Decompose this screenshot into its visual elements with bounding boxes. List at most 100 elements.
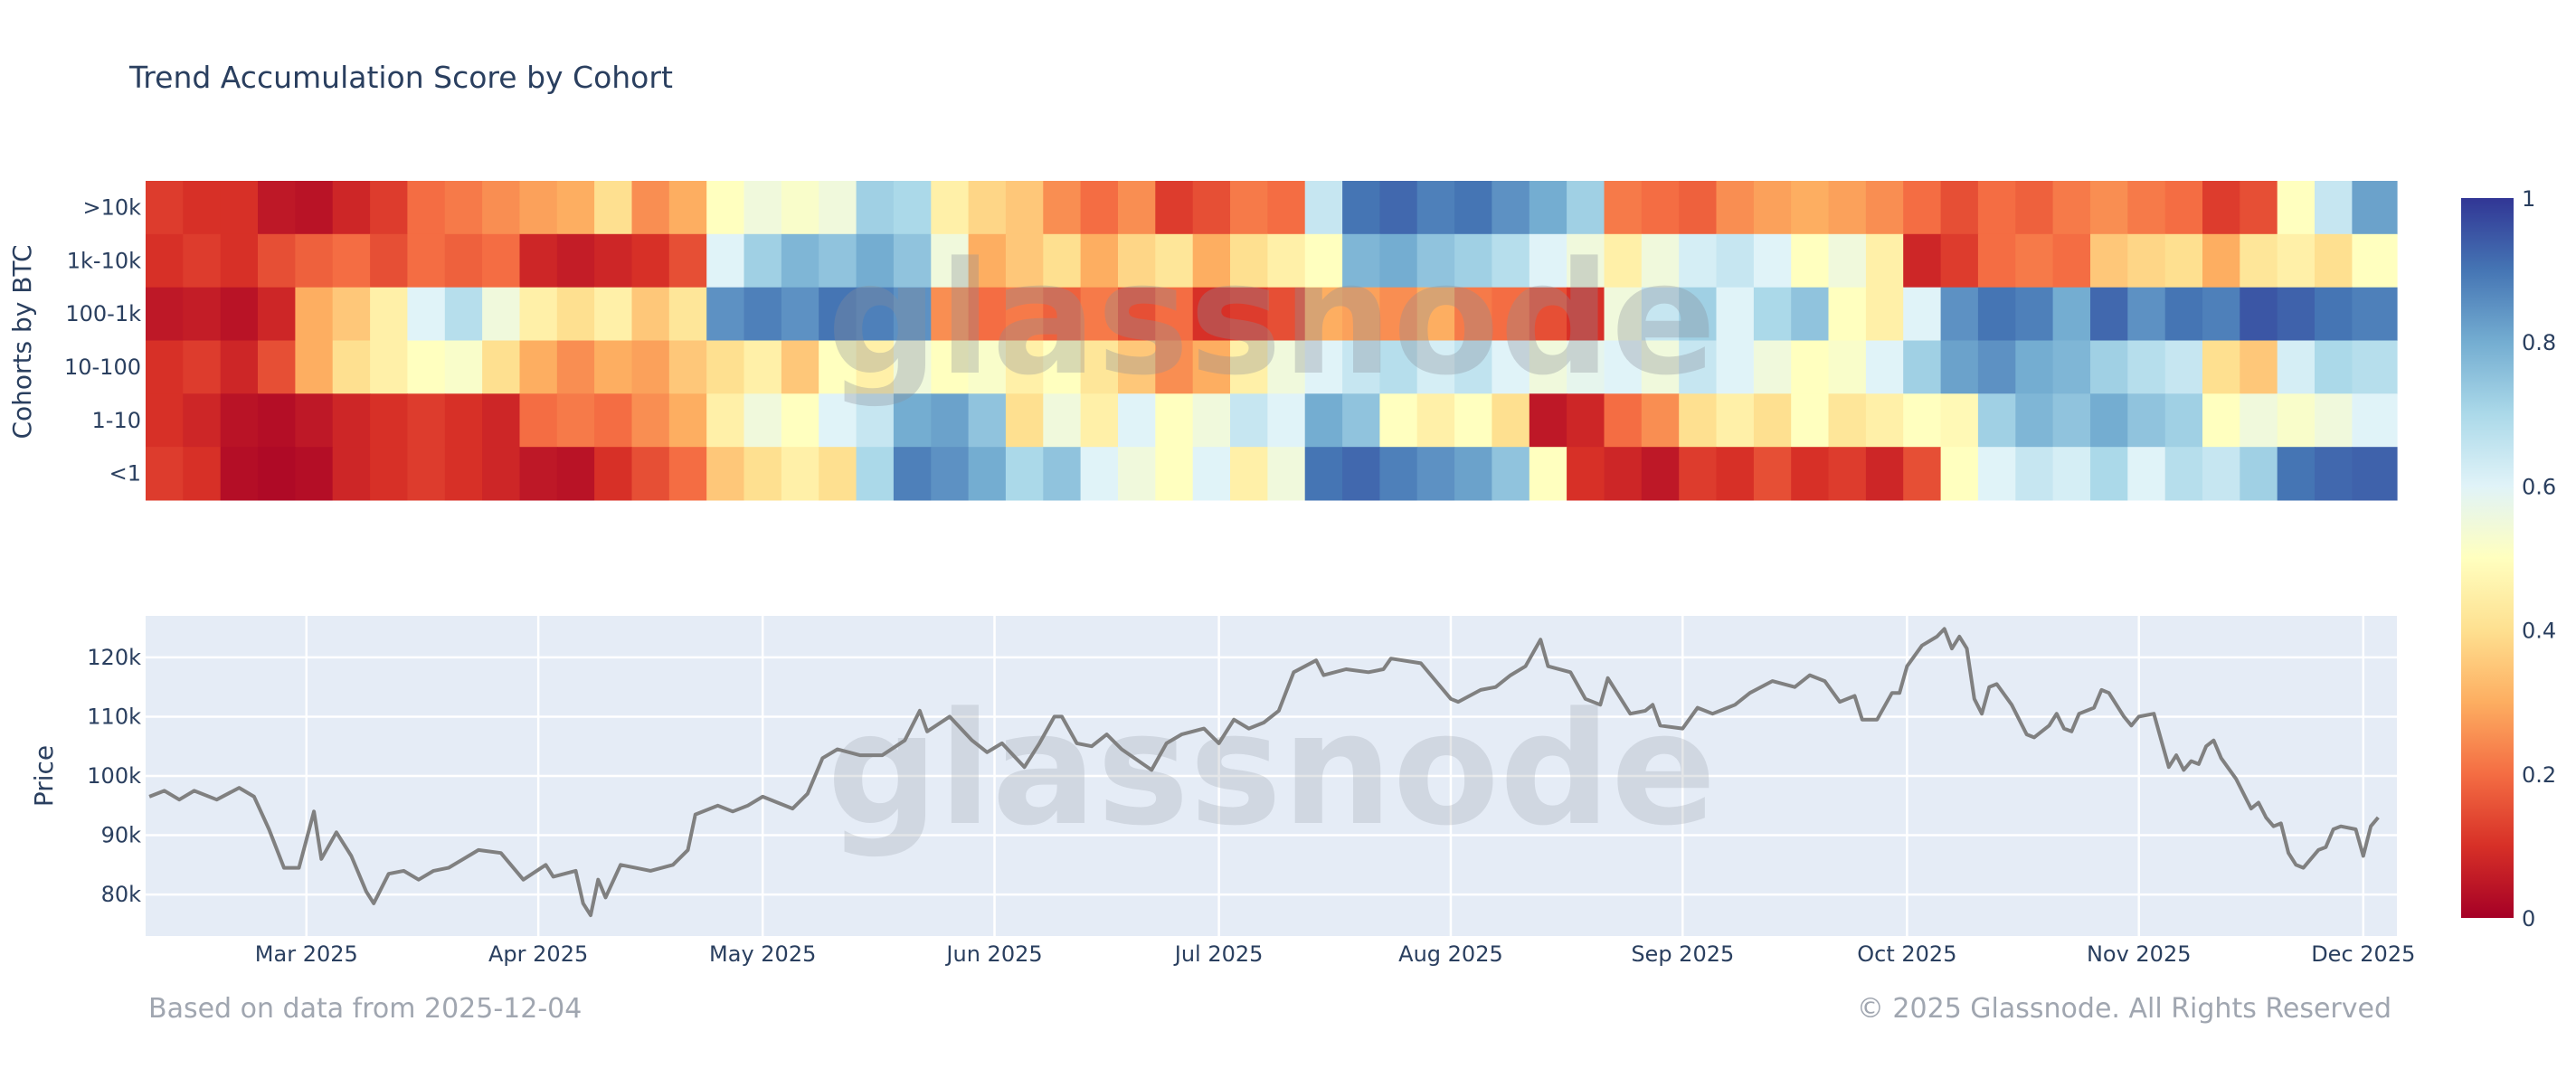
heatmap-cell [2277, 181, 2316, 235]
footer-copyright: © 2025 Glassnode. All Rights Reserved [1856, 993, 2391, 1025]
heatmap-cell [1304, 340, 1343, 394]
heatmap-cell [407, 181, 446, 235]
heatmap-cell [1416, 287, 1455, 341]
heatmap-cell [407, 393, 446, 448]
heatmap-cell [1342, 287, 1380, 341]
heatmap-cell [893, 287, 932, 341]
heatmap-cell [1529, 181, 1567, 235]
heatmap-cell [1492, 233, 1530, 288]
heatmap-cell [258, 287, 296, 341]
heatmap-cell [856, 393, 895, 448]
heatmap-cell [781, 447, 819, 501]
heatmap-cell [1828, 340, 1867, 394]
heatmap-cell [931, 287, 970, 341]
heatmap-cell [1940, 233, 1979, 288]
heatmap-cell [1977, 340, 2016, 394]
heatmap-cell [556, 287, 595, 341]
heatmap-cell [332, 393, 371, 448]
heatmap-cell [146, 287, 184, 341]
heatmap-cell [2240, 287, 2278, 341]
heatmap-cell [1005, 447, 1044, 501]
heatmap-cell [220, 340, 259, 394]
heatmap-cell [444, 340, 483, 394]
x-tick-label: Dec 2025 [2311, 941, 2415, 967]
heatmap-cell [1977, 447, 2016, 501]
heatmap-cell [370, 233, 408, 288]
heatmap-cell [1005, 181, 1044, 235]
x-tick-label: Jul 2025 [1173, 941, 1264, 967]
heatmap-cell [146, 393, 184, 448]
heatmap-cell [183, 393, 222, 448]
heatmap-cell [1267, 287, 1306, 341]
heatmap-cell [444, 447, 483, 501]
heatmap-cell [482, 233, 520, 288]
heatmap-cell [2352, 287, 2398, 341]
heatmap-cell [1865, 287, 1904, 341]
heatmap-cell [743, 233, 782, 288]
heatmap-cell [1118, 447, 1156, 501]
heatmap-cell [1342, 181, 1380, 235]
heatmap-cell [519, 447, 558, 501]
heatmap-cell [1192, 393, 1231, 448]
heatmap-cell [2164, 181, 2203, 235]
heatmap-cell [2015, 287, 2054, 341]
heatmap-cell [2164, 233, 2203, 288]
heatmap-cell [2240, 181, 2278, 235]
heatmap-cell [1043, 181, 1082, 235]
heatmap-cell [1753, 393, 1792, 448]
heatmap-cell [370, 393, 408, 448]
heatmap-cell [2015, 233, 2054, 288]
heatmap-cell [146, 181, 184, 235]
heatmap-cell [706, 287, 745, 341]
heatmap-cell [1977, 393, 2016, 448]
heatmap-cell [743, 393, 782, 448]
heatmap-cell [668, 233, 707, 288]
heatmap-cell [1865, 233, 1904, 288]
heatmap-y-tick-label: 10-100 [64, 355, 141, 380]
heatmap-cell [1192, 287, 1231, 341]
heatmap-cell [1529, 340, 1567, 394]
heatmap-cell [1379, 393, 1418, 448]
heatmap-cell [1492, 287, 1530, 341]
heatmap-cell [1716, 181, 1755, 235]
heatmap-cell [370, 287, 408, 341]
heatmap-cell [482, 340, 520, 394]
heatmap-cell [1118, 181, 1156, 235]
heatmap-cell [1005, 340, 1044, 394]
heatmap-cell [1342, 447, 1380, 501]
heatmap-cell [183, 181, 222, 235]
heatmap-cell [1791, 287, 1830, 341]
heatmap-cell [1005, 233, 1044, 288]
heatmap-cell [220, 181, 259, 235]
heatmap-cell [1753, 233, 1792, 288]
heatmap-cell [2352, 447, 2398, 501]
heatmap-cell [2315, 233, 2353, 288]
price-line [148, 627, 2380, 918]
heatmap-cell [1304, 393, 1343, 448]
price-y-tick-label: 120k [87, 645, 141, 670]
heatmap-cell [1416, 181, 1455, 235]
heatmap-cell [1903, 447, 1942, 501]
heatmap-cell [1865, 447, 1904, 501]
heatmap-cell [407, 287, 446, 341]
heatmap-cell [1080, 233, 1119, 288]
heatmap-cell [1454, 393, 1492, 448]
heatmap-cell [819, 181, 857, 235]
heatmap-cell [556, 181, 595, 235]
heatmap-cell [668, 181, 707, 235]
heatmap-cell [1567, 233, 1605, 288]
heatmap-cell [781, 181, 819, 235]
heatmap-cell [706, 181, 745, 235]
heatmap-cell [370, 181, 408, 235]
heatmap-cell [2315, 181, 2353, 235]
heatmap-cell [556, 393, 595, 448]
heatmap-cell [519, 340, 558, 394]
heatmap-cell [1828, 181, 1867, 235]
heatmap-cell [1641, 447, 1680, 501]
price-y-tick-label: 110k [87, 704, 141, 729]
heatmap-cell [706, 233, 745, 288]
heatmap-cell [819, 233, 857, 288]
heatmap-cell [668, 287, 707, 341]
watermark-heatmap: glassnode [827, 228, 1716, 410]
x-tick-labels: Mar 2025 Apr 2025 May 2025 Jun 2025 Jul 2025… [255, 941, 2416, 967]
